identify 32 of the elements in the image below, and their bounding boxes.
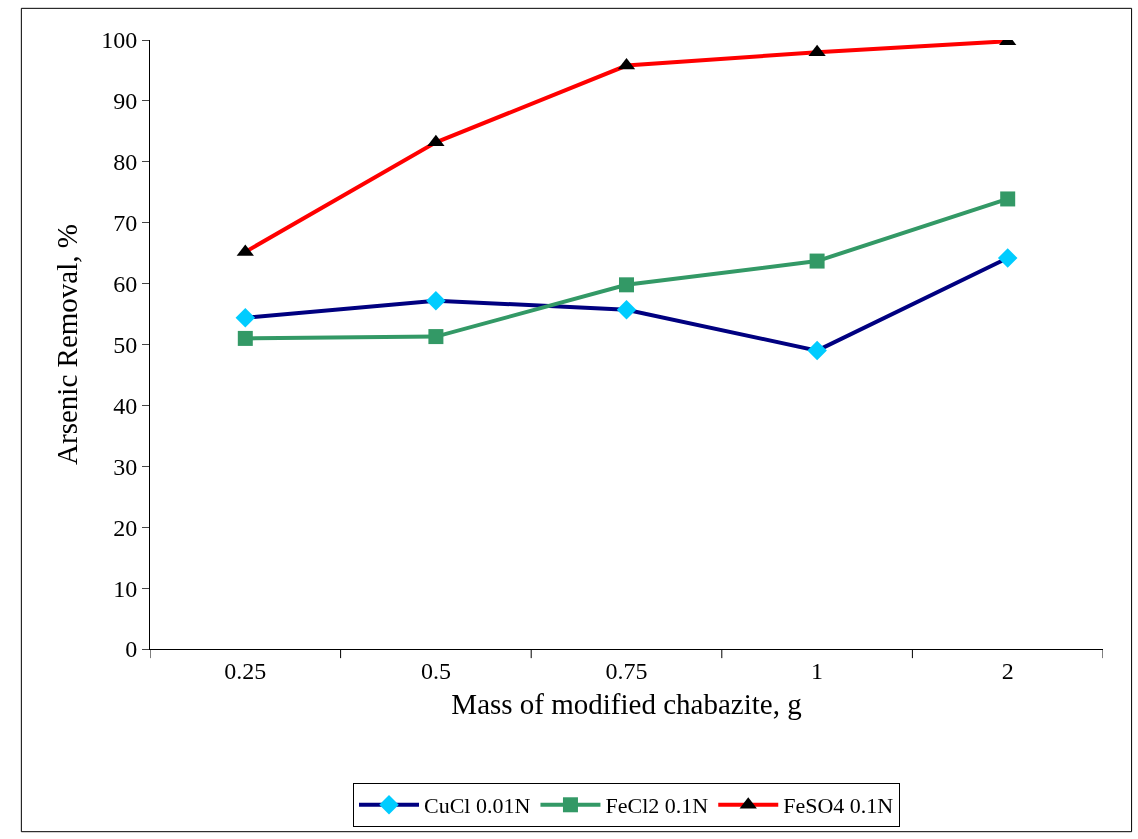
point (809, 253, 825, 269)
point (807, 340, 827, 361)
point (619, 277, 634, 293)
y-tick-label: 0 (125, 636, 138, 663)
y-tick-label: 20 (113, 514, 138, 541)
x-axis-title: Mass of modified chabazite, g (451, 687, 802, 720)
point (426, 290, 446, 311)
point (997, 248, 1018, 268)
y-axis-title: Arsenic Removal, % (50, 224, 83, 465)
legend-label: FeSO4 0.1N (783, 793, 894, 819)
y-tick-label: 50 (113, 331, 138, 358)
point (1000, 191, 1016, 207)
x-tick-label: 0.5 (420, 657, 451, 684)
y-tick-label: 80 (113, 149, 138, 176)
point (237, 330, 253, 346)
y-tick-label: 90 (113, 88, 138, 115)
y-tick-label: 40 (113, 392, 138, 419)
y-tick-label: 30 (113, 453, 138, 480)
point (428, 329, 444, 345)
x-tick-label: 0.25 (224, 657, 267, 684)
y-tick-label: 10 (113, 575, 138, 602)
point (235, 307, 256, 328)
x-tick-label: 2 (1001, 657, 1014, 684)
x-tick-label: 0.75 (605, 657, 648, 684)
y-tick-label: 100 (101, 27, 138, 54)
y-tick-label: 70 (113, 210, 138, 237)
legend-label: FeCl2 0.1N (605, 793, 709, 819)
x-tick-label: 1 (811, 657, 824, 684)
point (427, 134, 445, 147)
y-tick-label: 60 (113, 271, 138, 297)
point (616, 300, 637, 320)
legend-label: CuCl 0.01N (424, 793, 531, 819)
